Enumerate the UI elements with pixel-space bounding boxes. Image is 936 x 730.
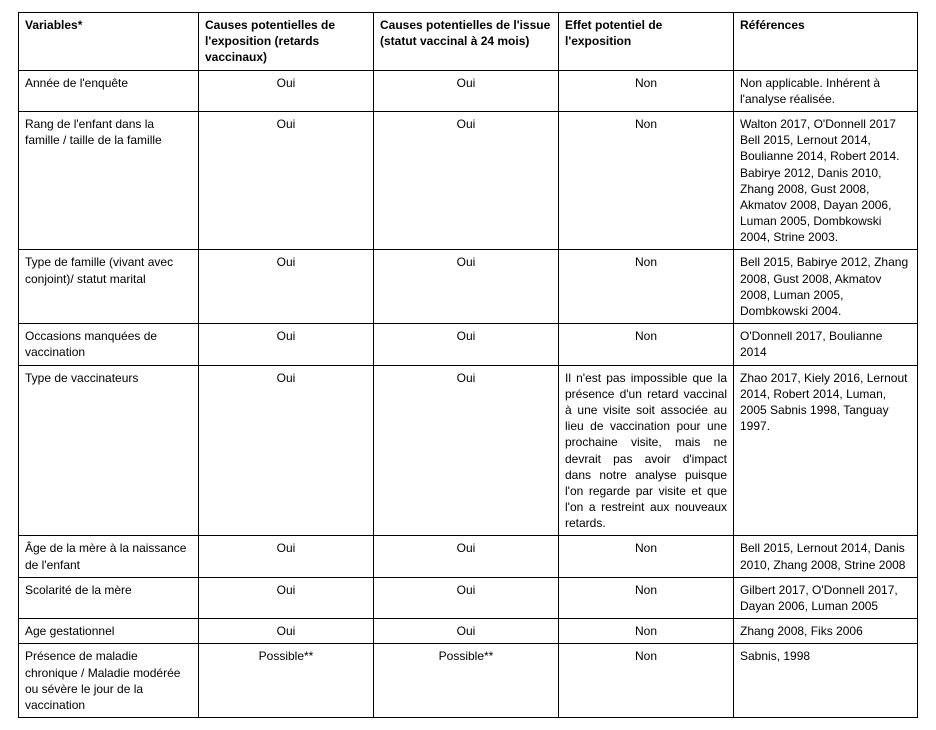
- cell-variable: Année de l'enquête: [19, 70, 199, 111]
- table-row: Type de famille (vivant avec conjoint)/ …: [19, 250, 918, 324]
- cell-variable: Type de famille (vivant avec conjoint)/ …: [19, 250, 199, 324]
- cell-variable: Âge de la mère à la naissance de l'enfan…: [19, 536, 199, 577]
- cell-effet: Non: [559, 644, 734, 718]
- cell-exposition: Oui: [199, 70, 374, 111]
- cell-exposition: Oui: [199, 324, 374, 365]
- cell-effet: Non: [559, 536, 734, 577]
- table-body: Année de l'enquêteOuiOuiNonNon applicabl…: [19, 70, 918, 718]
- variables-table: Variables* Causes potentielles de l'expo…: [18, 12, 918, 718]
- cell-references: Bell 2015, Babirye 2012, Zhang 2008, Gus…: [734, 250, 918, 324]
- cell-effet: Non: [559, 577, 734, 618]
- cell-issue: Oui: [374, 70, 559, 111]
- table-row: Âge de la mère à la naissance de l'enfan…: [19, 536, 918, 577]
- cell-exposition: Oui: [199, 577, 374, 618]
- cell-exposition: Oui: [199, 536, 374, 577]
- table-row: Occasions manquées de vaccinationOuiOuiN…: [19, 324, 918, 365]
- cell-issue: Oui: [374, 577, 559, 618]
- cell-exposition: Oui: [199, 365, 374, 536]
- cell-effet: Non: [559, 70, 734, 111]
- cell-references: O'Donnell 2017, Boulianne 2014: [734, 324, 918, 365]
- table-row: Age gestationnelOuiOuiNonZhang 2008, Fik…: [19, 619, 918, 644]
- cell-issue: Oui: [374, 365, 559, 536]
- cell-exposition: Oui: [199, 619, 374, 644]
- cell-issue: Oui: [374, 324, 559, 365]
- cell-variable: Age gestationnel: [19, 619, 199, 644]
- cell-issue: Oui: [374, 619, 559, 644]
- cell-issue: Oui: [374, 250, 559, 324]
- cell-exposition: Oui: [199, 111, 374, 250]
- cell-issue: Possible**: [374, 644, 559, 718]
- cell-exposition: Possible**: [199, 644, 374, 718]
- col-header-issue: Causes potentielles de l'issue (statut v…: [374, 13, 559, 71]
- table-row: Présence de maladie chronique / Maladie …: [19, 644, 918, 718]
- cell-variable: Occasions manquées de vaccination: [19, 324, 199, 365]
- cell-references: Gilbert 2017, O'Donnell 2017, Dayan 2006…: [734, 577, 918, 618]
- cell-references: Walton 2017, O'Donnell 2017 Bell 2015, L…: [734, 111, 918, 250]
- table-row: Rang de l'enfant dans la famille / taill…: [19, 111, 918, 250]
- cell-variable: Présence de maladie chronique / Maladie …: [19, 644, 199, 718]
- cell-issue: Oui: [374, 111, 559, 250]
- cell-references: Non applicable. Inhérent à l'analyse réa…: [734, 70, 918, 111]
- cell-references: Sabnis, 1998: [734, 644, 918, 718]
- cell-variable: Type de vaccinateurs: [19, 365, 199, 536]
- table-row: Année de l'enquêteOuiOuiNonNon applicabl…: [19, 70, 918, 111]
- cell-issue: Oui: [374, 536, 559, 577]
- col-header-exposition: Causes potentielles de l'exposition (ret…: [199, 13, 374, 71]
- col-header-effet: Effet potentiel de l'exposition: [559, 13, 734, 71]
- cell-effet: Non: [559, 250, 734, 324]
- cell-exposition: Oui: [199, 250, 374, 324]
- table-row: Type de vaccinateursOuiOuiIl n'est pas i…: [19, 365, 918, 536]
- col-header-references: Références: [734, 13, 918, 71]
- cell-effet: Non: [559, 324, 734, 365]
- cell-references: Zhang 2008, Fiks 2006: [734, 619, 918, 644]
- cell-effet: Non: [559, 619, 734, 644]
- cell-variable: Scolarité de la mère: [19, 577, 199, 618]
- table-row: Scolarité de la mèreOuiOuiNonGilbert 201…: [19, 577, 918, 618]
- table-header-row: Variables* Causes potentielles de l'expo…: [19, 13, 918, 71]
- cell-references: Zhao 2017, Kiely 2016, Lernout 2014, Rob…: [734, 365, 918, 536]
- cell-effet: Il n'est pas impossible que la présence …: [559, 365, 734, 536]
- cell-references: Bell 2015, Lernout 2014, Danis 2010, Zha…: [734, 536, 918, 577]
- cell-effet: Non: [559, 111, 734, 250]
- col-header-variables: Variables*: [19, 13, 199, 71]
- cell-variable: Rang de l'enfant dans la famille / taill…: [19, 111, 199, 250]
